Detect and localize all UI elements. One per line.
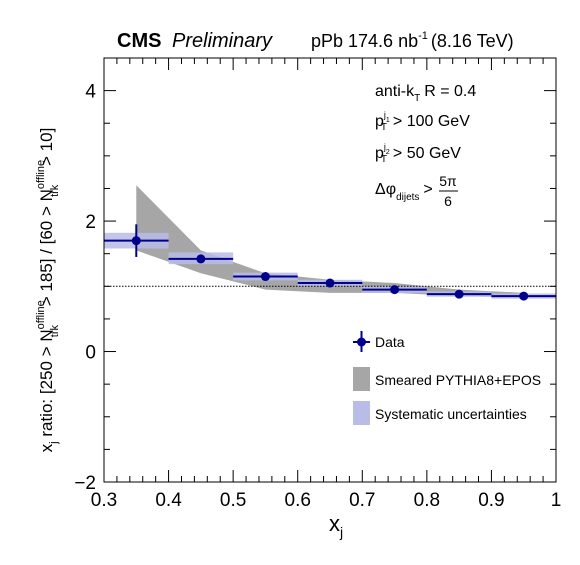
y-axis-title: xj ratio: [250 > Nofflinetrk > 185] / [6…: [35, 128, 61, 453]
data-point-marker: [325, 278, 335, 288]
data-point-3: [233, 272, 298, 282]
legend-systematics-label: Systematic uncertainties: [375, 406, 527, 422]
delta-phi-denominator: 6: [444, 193, 452, 209]
x-axis-title: xj: [329, 511, 343, 540]
data-point-marker: [131, 236, 141, 246]
data-point-2: [168, 254, 234, 264]
y-tick-labels: −2 0 2 4: [74, 82, 96, 494]
y-tick-label: 0: [85, 343, 96, 364]
data-point-6: [426, 289, 492, 299]
data-point-marker: [196, 254, 206, 264]
delta-phi-numerator: 5π: [439, 173, 457, 189]
x-tick-label: 0.4: [155, 490, 182, 511]
x-tick-labels: 0.3 0.4 0.5 0.6 0.7 0.8 0.9 1: [91, 490, 562, 511]
jet-algorithm-label: anti-kT R = 0.4: [375, 83, 476, 104]
leading-jet-pt-label: pj1 T > 100 GeV: [375, 110, 470, 133]
plot-frame: [103, 57, 557, 483]
data-point-7: [491, 291, 556, 301]
pythia-band-area: [136, 185, 524, 298]
status-label: Preliminary: [172, 30, 273, 52]
x-tick-label: 0.5: [220, 490, 246, 511]
y-tick-label: −2: [74, 473, 96, 494]
experiment-label: CMS: [117, 30, 161, 52]
data-points: [104, 224, 556, 301]
jet-annotations: anti-kT R = 0.4 pj1 T > 100 GeV pj2 T > 50 Ge…: [375, 83, 476, 209]
legend-data-label: Data: [375, 334, 405, 350]
legend-data-marker: [357, 337, 366, 347]
legend-systematics-swatch: [353, 401, 370, 425]
subleading-jet-pt-label: pj2 T > 50 GeV: [375, 142, 461, 165]
data-point-marker: [519, 291, 529, 301]
data-point-5: [362, 285, 427, 295]
x-tick-label: 0.8: [414, 490, 440, 511]
legend-pythia-label: Smeared PYTHIA8+EPOS: [375, 372, 541, 388]
legend: Data Smeared PYTHIA8+EPOS Systematic unc…: [353, 331, 541, 425]
axis-ticks: [103, 57, 557, 483]
x-tick-label: 0.9: [478, 490, 504, 511]
data-point-1: [104, 224, 169, 257]
data-point-4: [297, 278, 363, 288]
data-point-marker: [454, 289, 464, 299]
x-tick-label: 0.6: [285, 490, 311, 511]
pythia-band: [136, 185, 524, 298]
legend-pythia-swatch: [353, 367, 370, 391]
data-point-marker: [390, 285, 400, 295]
delta-phi-label: Δφdijets >: [375, 181, 433, 203]
x-tick-label: 0.3: [91, 490, 117, 511]
y-tick-label: 2: [85, 212, 96, 233]
x-tick-label: 0.7: [349, 490, 375, 511]
data-point-marker: [260, 272, 270, 282]
x-tick-label: 1: [551, 490, 562, 511]
y-tick-label: 4: [85, 82, 96, 103]
luminosity-label: pPb 174.6 nb-1 (8.16 TeV): [311, 30, 514, 51]
